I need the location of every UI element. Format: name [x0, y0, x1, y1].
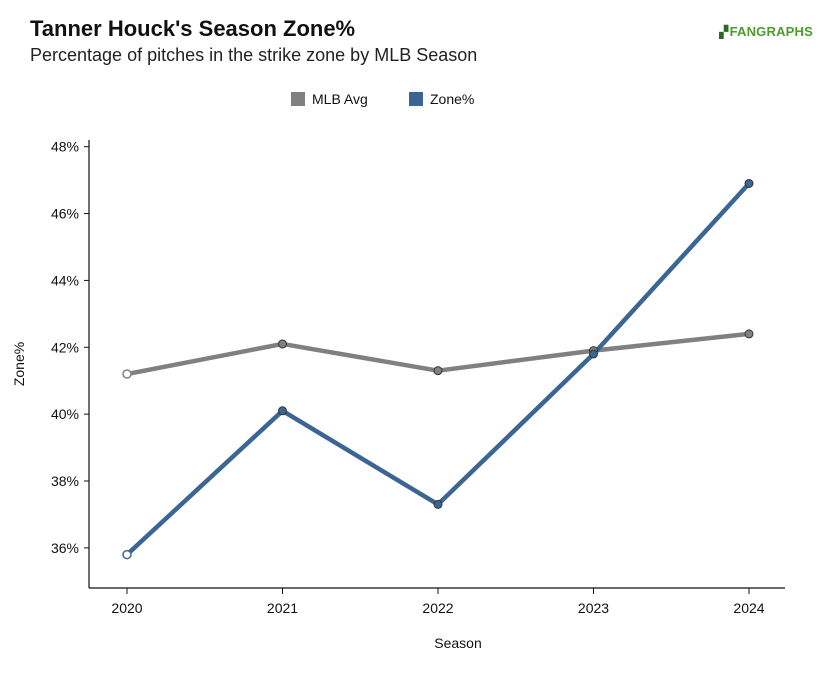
x-tick-label: 2021 [267, 600, 298, 616]
y-tick-label: 48% [51, 139, 79, 155]
fangraphs-logo-icon: ▞ [719, 25, 729, 39]
y-tick-label: 40% [51, 406, 79, 422]
x-tick-label: 2024 [733, 600, 764, 616]
series-layer [122, 178, 754, 560]
data-point-zone [278, 406, 287, 416]
x-tick-label: 2020 [111, 600, 142, 616]
data-point-zone [433, 499, 443, 509]
x-axis-title: Season [434, 635, 481, 651]
y-tick-label: 42% [51, 339, 79, 355]
data-point-zone [122, 549, 132, 560]
y-tick-label: 46% [51, 206, 79, 222]
chart-subtitle: Percentage of pitches in the strike zone… [30, 45, 478, 65]
fangraphs-logo-text: FANGRAPHS [729, 24, 813, 39]
y-tick-label: 38% [51, 473, 79, 489]
axes: 36% 38% 40% 42% 44% 46% 48% 2020 2021 2022 2023 202… [51, 139, 785, 616]
y-tick-label: 36% [51, 540, 79, 556]
x-tick-label: 2023 [578, 600, 609, 616]
legend: MLB Avg Zone% [291, 91, 474, 107]
legend-label-zone: Zone% [430, 91, 474, 107]
y-axis-title: Zone% [11, 342, 27, 386]
data-point-mlb-avg [122, 369, 132, 379]
data-point-mlb-avg [744, 329, 754, 339]
data-point-mlb-avg [433, 366, 443, 376]
data-point-zone [589, 349, 598, 359]
legend-swatch-zone [409, 92, 423, 106]
data-point-mlb-avg [278, 339, 287, 349]
legend-swatch-mlb-avg [291, 92, 305, 106]
legend-label-mlb-avg: MLB Avg [312, 91, 368, 107]
fangraphs-logo[interactable]: ▞FANGRAPHS [719, 24, 813, 39]
data-point-zone [744, 178, 754, 188]
chart-title: Tanner Houck's Season Zone% [30, 16, 356, 41]
x-tick-label: 2022 [422, 600, 453, 616]
y-tick-label: 44% [51, 272, 79, 288]
